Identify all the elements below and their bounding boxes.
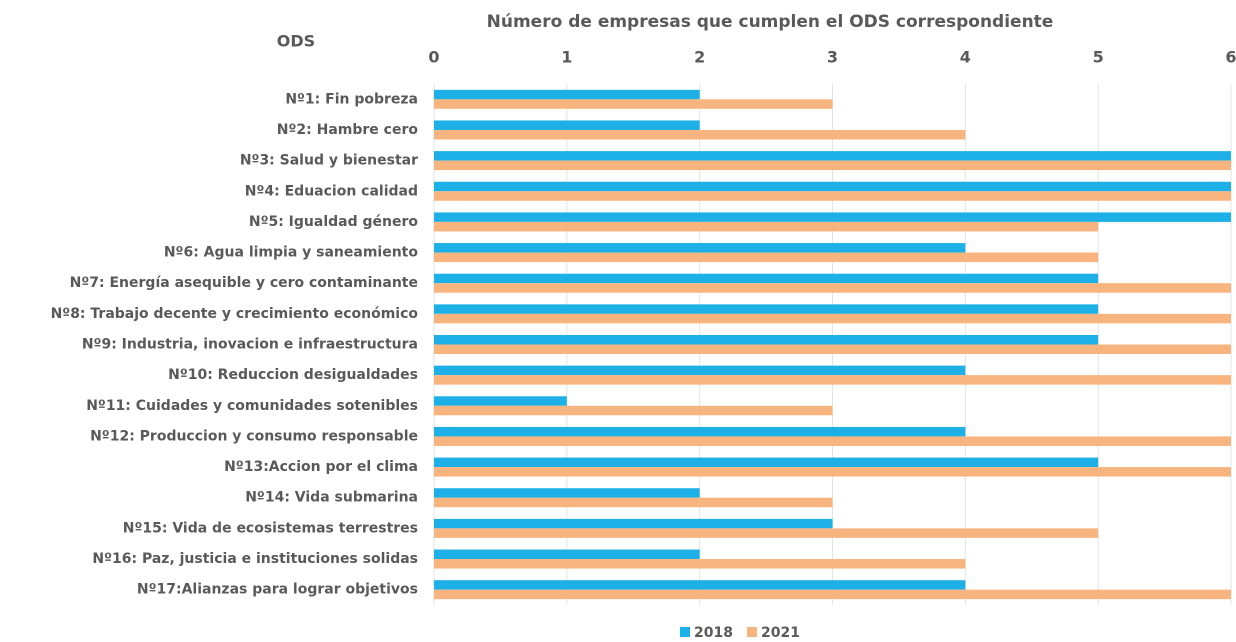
- x-tick-label: 2: [694, 48, 705, 67]
- bar: [434, 181, 1231, 192]
- bar: [434, 405, 833, 416]
- bar: [434, 344, 1231, 354]
- bar: [434, 304, 1099, 314]
- y-tick-label: Nº3: Salud y bienestar: [240, 153, 418, 169]
- bar: [434, 528, 1099, 538]
- y-axis-title: ODS: [277, 32, 315, 51]
- x-tick-label: 0: [428, 48, 439, 67]
- bar: [434, 252, 1099, 263]
- y-tick-label: Nº12: Produccion y consumo responsable: [90, 428, 418, 444]
- bar: [434, 151, 1231, 161]
- x-tick-label: 6: [1225, 48, 1236, 67]
- y-tick-label: Nº11: Cuidades y comunidades sotenibles: [86, 398, 418, 414]
- y-tick-label: Nº15: Vida de ecosistemas terrestres: [123, 520, 418, 536]
- bar: [434, 488, 700, 498]
- x-tick-label: 4: [960, 48, 971, 67]
- y-tick-label: Nº5: Igualdad género: [249, 214, 419, 230]
- bar: [434, 283, 1231, 293]
- bar: [434, 99, 833, 109]
- y-tick-label: Nº9: Industria, inovacion e infraestruct…: [82, 337, 418, 353]
- legend-label: 2018: [694, 625, 733, 641]
- legend-swatch: [746, 627, 757, 637]
- legend-label: 2021: [761, 625, 800, 641]
- legend-swatch: [680, 627, 690, 637]
- y-tick-label: Nº1: Fin pobreza: [285, 91, 418, 107]
- bar: [434, 518, 833, 529]
- bar: [434, 457, 1099, 468]
- bar: [434, 375, 1231, 385]
- x-axis-title: Número de empresas que cumplen el ODS co…: [487, 12, 1054, 32]
- bar: [434, 243, 966, 253]
- bar: [434, 273, 1099, 284]
- y-tick-label: Nº17:Alianzas para lograr objetivos: [137, 582, 418, 598]
- y-tick-label: Nº10: Reduccion desigualdades: [168, 367, 418, 383]
- bar: [434, 313, 1231, 324]
- bar: [434, 549, 700, 560]
- x-tick-label: 1: [561, 48, 572, 67]
- bar: [434, 467, 1231, 477]
- y-tick-label: Nº13:Accion por el clima: [224, 459, 418, 475]
- bar: [434, 589, 1231, 600]
- y-tick-label: Nº16: Paz, justicia e instituciones soli…: [92, 551, 418, 567]
- x-tick-label: 5: [1093, 48, 1104, 67]
- x-tick-label: 3: [827, 48, 838, 67]
- bar: [434, 89, 700, 100]
- y-tick-label: Nº8: Trabajo decente y crecimiento econó…: [51, 306, 419, 322]
- y-tick-label: Nº6: Agua limpia y saneamiento: [164, 245, 419, 261]
- y-tick-label: Nº7: Energía asequible y cero contaminan…: [70, 275, 418, 291]
- y-tick-label: Nº4: Eduacion calidad: [245, 183, 418, 199]
- bar: [434, 212, 1231, 222]
- bar: [434, 580, 966, 590]
- bar: [434, 120, 700, 130]
- y-tick-label: Nº14: Vida submarina: [245, 490, 418, 506]
- bar: [434, 497, 833, 508]
- bar: [434, 335, 1099, 345]
- bar: [434, 426, 966, 437]
- bar: [434, 396, 567, 406]
- bar: [434, 191, 1231, 201]
- bar: [434, 221, 1099, 232]
- bar: [434, 365, 966, 376]
- bar: [434, 129, 966, 140]
- bar: [434, 559, 966, 569]
- bar: [434, 436, 1231, 446]
- y-tick-label: Nº2: Hambre cero: [277, 122, 419, 138]
- bar: [434, 160, 1231, 171]
